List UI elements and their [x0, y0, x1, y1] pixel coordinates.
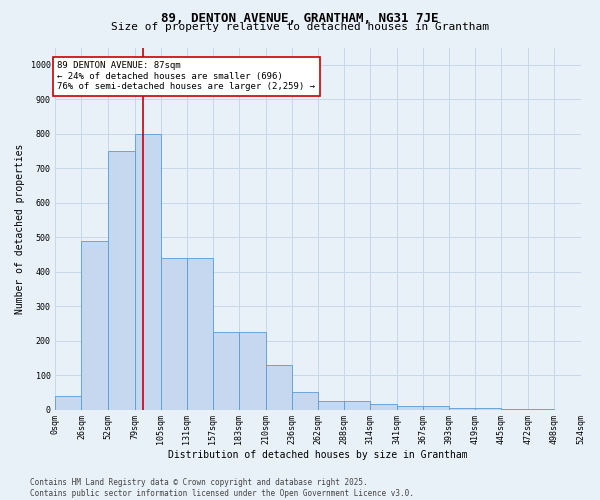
- Bar: [529, 408, 554, 410]
- Text: Contains HM Land Registry data © Crown copyright and database right 2025.
Contai: Contains HM Land Registry data © Crown c…: [30, 478, 414, 498]
- Bar: [397, 406, 423, 409]
- Bar: [266, 365, 292, 410]
- Bar: [370, 404, 397, 409]
- Bar: [475, 408, 502, 410]
- Bar: [107, 151, 134, 409]
- Bar: [161, 258, 187, 410]
- Bar: [213, 332, 239, 409]
- Text: Size of property relative to detached houses in Grantham: Size of property relative to detached ho…: [111, 22, 489, 32]
- X-axis label: Distribution of detached houses by size in Grantham: Distribution of detached houses by size …: [168, 450, 468, 460]
- Text: 89, DENTON AVENUE, GRANTHAM, NG31 7JE: 89, DENTON AVENUE, GRANTHAM, NG31 7JE: [161, 12, 439, 26]
- Y-axis label: Number of detached properties: Number of detached properties: [15, 144, 25, 314]
- Bar: [318, 401, 344, 409]
- Bar: [55, 396, 82, 409]
- Bar: [423, 406, 449, 409]
- Bar: [82, 240, 107, 410]
- Bar: [187, 258, 213, 410]
- Bar: [134, 134, 161, 409]
- Bar: [344, 401, 370, 409]
- Bar: [292, 392, 318, 409]
- Bar: [502, 408, 529, 410]
- Text: 89 DENTON AVENUE: 87sqm
← 24% of detached houses are smaller (696)
76% of semi-d: 89 DENTON AVENUE: 87sqm ← 24% of detache…: [58, 62, 316, 91]
- Bar: [449, 408, 475, 410]
- Bar: [239, 332, 266, 409]
